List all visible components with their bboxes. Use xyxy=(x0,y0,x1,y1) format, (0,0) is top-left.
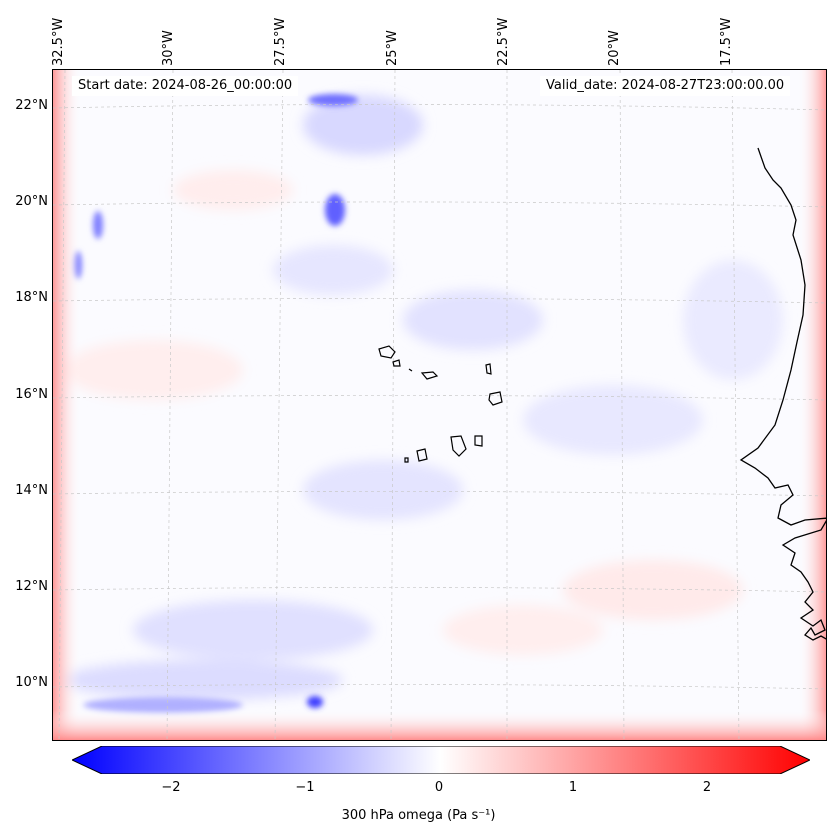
lon-label-25w: 25°W xyxy=(385,30,400,66)
lon-label-30w: 30°W xyxy=(161,30,176,66)
colorbar-tick-neg1: −1 xyxy=(295,780,315,795)
lat-label-14n: 14°N xyxy=(15,483,48,498)
colorbar-tick-2: 2 xyxy=(702,780,712,795)
valid-date-label: Valid_date: 2024-08-27T23:00:00.00 xyxy=(540,76,791,96)
field-patches xyxy=(63,95,783,700)
lat-label-20n: 20°N xyxy=(15,194,48,209)
lat-label-16n: 16°N xyxy=(15,387,48,402)
colorbar-tick-0: 0 xyxy=(434,780,444,795)
right-boundary-band xyxy=(798,70,826,740)
colorbar xyxy=(72,746,810,774)
start-date-label: Start date: 2024-08-26_00:00:00 xyxy=(72,76,299,96)
cape-verde-islands xyxy=(378,345,503,463)
colorbar-tick-1: 1 xyxy=(568,780,578,795)
colorbar-label: 300 hPa omega (Pa s⁻¹) xyxy=(341,808,496,823)
gridlines xyxy=(53,70,826,740)
lon-label-20w: 20°W xyxy=(607,30,622,66)
lon-label-17-5w: 17.5°W xyxy=(719,17,734,66)
lon-label-27-5w: 27.5°W xyxy=(273,17,288,66)
lat-label-10n: 10°N xyxy=(15,675,48,690)
lat-label-22n: 22°N xyxy=(15,98,48,113)
lat-label-12n: 12°N xyxy=(15,579,48,594)
colorbar-tick-neg2: −2 xyxy=(161,780,181,795)
omega-field xyxy=(53,70,826,740)
lon-label-22-5w: 22.5°W xyxy=(496,17,511,66)
left-boundary-band xyxy=(53,70,81,740)
african-coastline xyxy=(739,147,826,641)
lon-label-32-5w: 32.5°W xyxy=(51,17,66,66)
bottom-boundary-band xyxy=(53,710,826,740)
map-panel[interactable] xyxy=(52,69,827,741)
lat-label-18n: 18°N xyxy=(15,290,48,305)
